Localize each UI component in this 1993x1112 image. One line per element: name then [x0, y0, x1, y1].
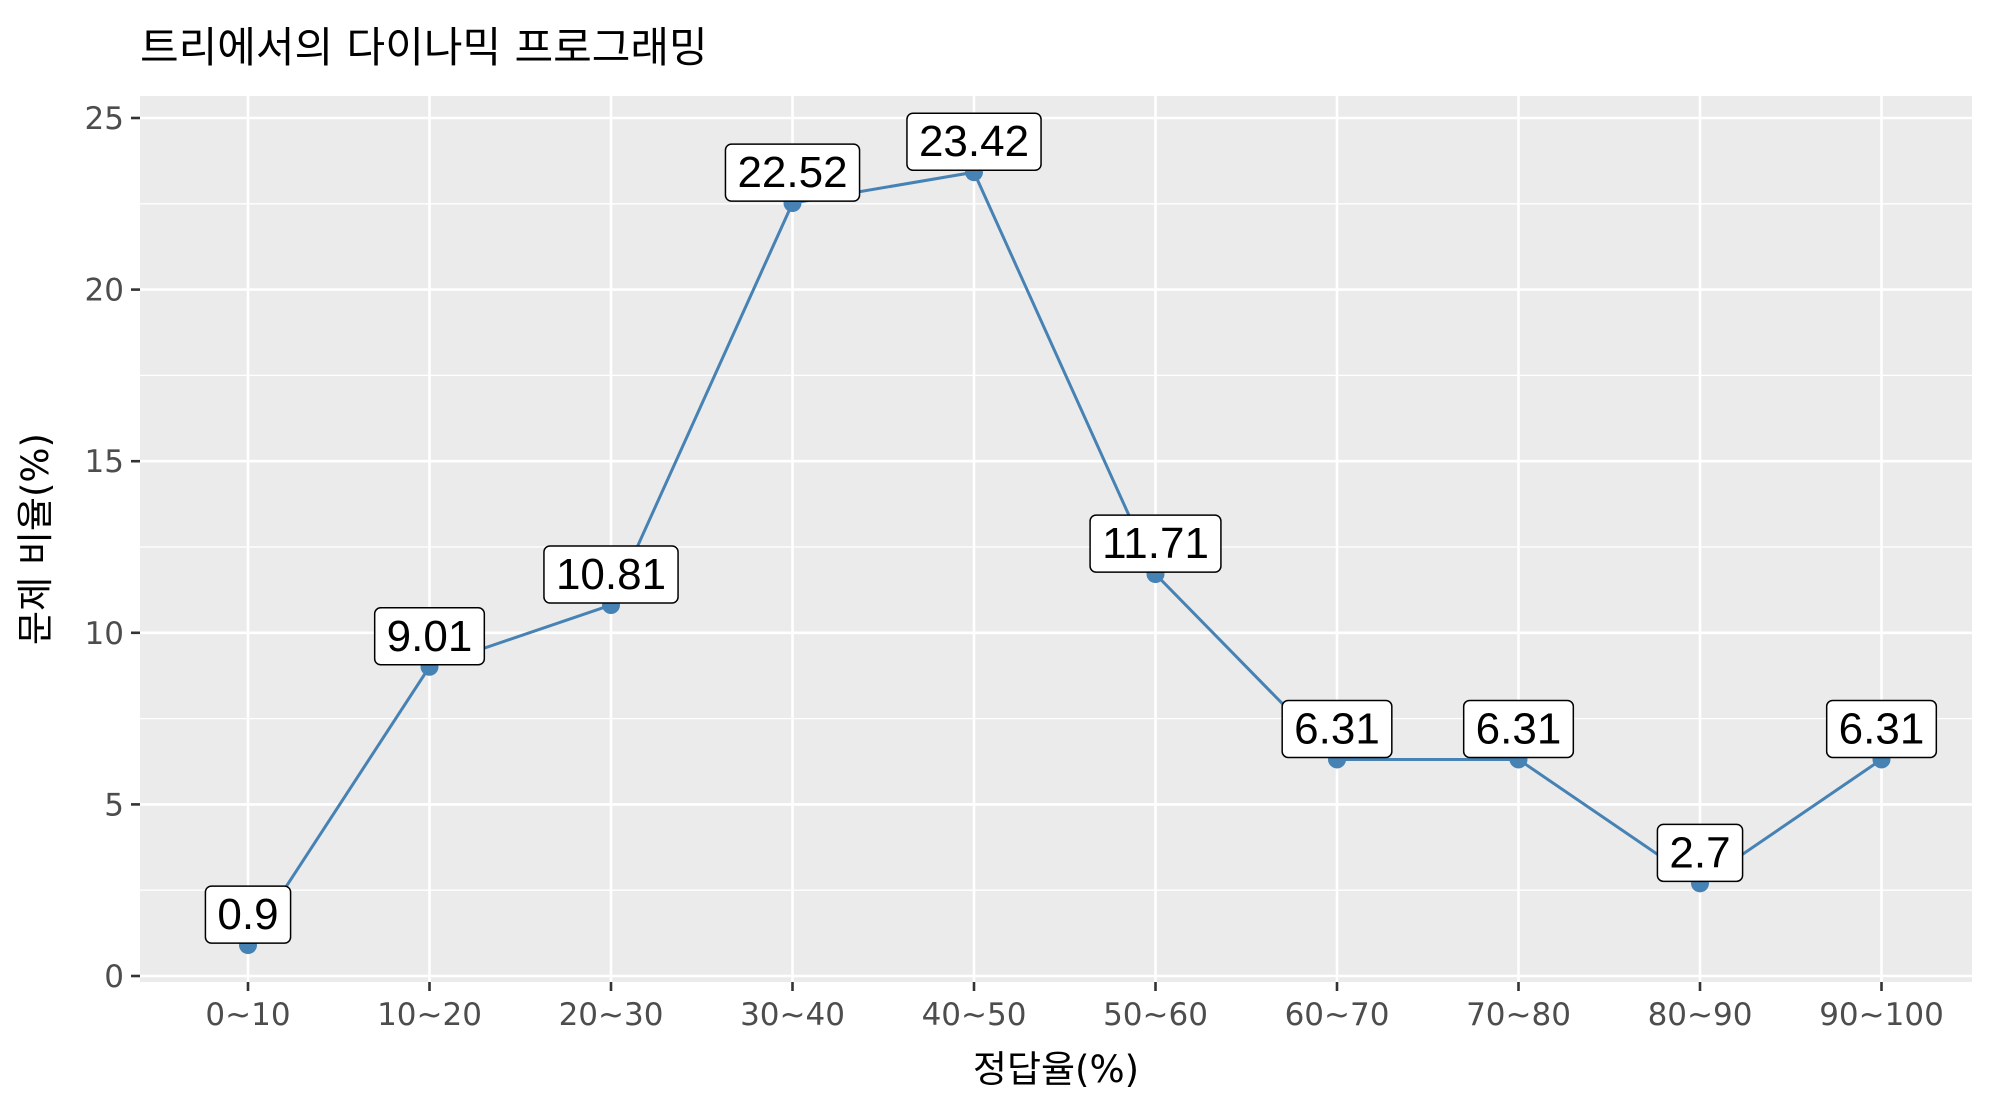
data-label: 22.52	[725, 144, 859, 201]
y-tick-label: 20	[85, 273, 124, 309]
x-tick-label: 80~90	[1648, 997, 1753, 1033]
x-tick-label: 30~40	[740, 997, 845, 1033]
data-label-text: 10.81	[556, 550, 666, 599]
data-label-text: 0.9	[217, 890, 278, 939]
y-tick-label: 5	[104, 787, 124, 823]
data-label: 6.31	[1282, 700, 1392, 757]
x-tick-label: 0~10	[205, 997, 290, 1033]
data-label: 9.01	[375, 608, 485, 665]
x-tick-label: 10~20	[377, 997, 482, 1033]
y-axis-title: 문제 비율(%)	[14, 433, 57, 645]
x-tick-label: 60~70	[1285, 997, 1390, 1033]
data-label-text: 22.52	[737, 148, 847, 197]
data-label: 23.42	[907, 113, 1041, 170]
y-tick-label: 0	[104, 959, 124, 995]
data-label: 11.71	[1090, 515, 1221, 572]
data-label-text: 6.31	[1839, 704, 1925, 753]
data-label: 2.7	[1657, 824, 1742, 881]
data-label-text: 6.31	[1294, 704, 1380, 753]
data-label-text: 2.7	[1669, 828, 1730, 877]
x-axis-title: 정답율(%)	[973, 1048, 1139, 1091]
data-label: 10.81	[544, 546, 678, 603]
x-tick-label: 70~80	[1466, 997, 1571, 1033]
x-tick-label: 50~60	[1103, 997, 1208, 1033]
x-tick-label: 40~50	[922, 997, 1027, 1033]
data-label-text: 9.01	[387, 612, 473, 661]
chart-title: 트리에서의 다이나믹 프로그래밍	[140, 23, 708, 72]
x-tick-label: 90~100	[1819, 997, 1944, 1033]
data-label: 6.31	[1827, 700, 1937, 757]
y-tick-label: 15	[85, 444, 124, 480]
x-tick-label: 20~30	[559, 997, 664, 1033]
y-tick-label: 10	[85, 616, 124, 652]
data-label-text: 6.31	[1476, 704, 1562, 753]
data-label: 6.31	[1464, 700, 1574, 757]
data-label-text: 11.71	[1102, 519, 1209, 568]
data-label-text: 23.42	[919, 117, 1029, 166]
data-label: 0.9	[205, 886, 290, 943]
y-tick-label: 25	[85, 101, 124, 137]
